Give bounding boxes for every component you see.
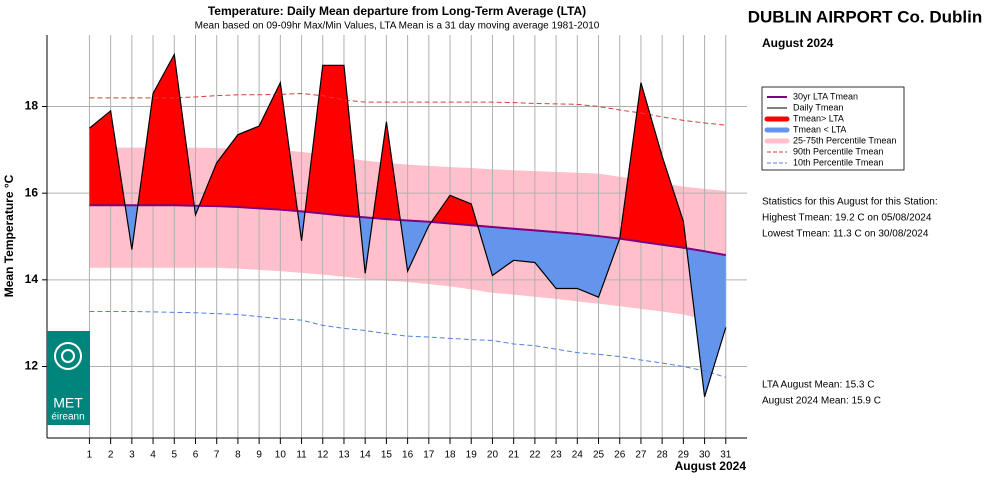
x-tick-label: 5 [171, 450, 177, 461]
x-tick-label: 16 [402, 450, 414, 461]
legend-label: 90th Percentile Tmean [793, 146, 883, 156]
x-tick-label: 20 [487, 450, 499, 461]
x-tick-label: 22 [529, 450, 541, 461]
stats-line: Highest Tmean: 19.2 C on 05/08/2024 [762, 213, 932, 224]
logo-bg [47, 331, 90, 425]
y-axis-label: Mean Temperature °C [2, 174, 16, 297]
legend-label: 30yr LTA Tmean [793, 91, 858, 101]
logo-icon [61, 349, 75, 363]
percentile-line [89, 310, 726, 378]
x-tick-label: 28 [657, 450, 669, 461]
x-tick-label: 9 [256, 450, 262, 461]
x-tick-label: 6 [193, 450, 199, 461]
x-tick-label: 26 [614, 450, 626, 461]
x-tick-label: 14 [360, 450, 372, 461]
x-tick-label: 27 [635, 450, 647, 461]
y-tick-label: 12 [25, 359, 39, 373]
legend-label: 10th Percentile Tmean [793, 157, 883, 167]
stats-heading: Statistics for this August for this Stat… [762, 197, 938, 208]
logo: MET éireann [47, 331, 90, 425]
x-tick-label: 2 [108, 450, 114, 461]
x-axis-label: August 2024 [675, 459, 747, 473]
x-tick-label: 30 [699, 450, 711, 461]
x-tick-label: 24 [572, 450, 584, 461]
y-tick-label: 18 [25, 99, 39, 113]
x-tick-label: 12 [317, 450, 329, 461]
y-tick-label: 14 [25, 272, 39, 286]
x-tick-label: 19 [466, 450, 478, 461]
stats-line: Lowest Tmean: 11.3 C on 30/08/2024 [762, 229, 929, 240]
stats-footer: August 2024 Mean: 15.9 C [762, 396, 881, 407]
x-tick-label: 15 [381, 450, 393, 461]
logo-text: MET [53, 395, 83, 411]
y-tick-label: 16 [25, 185, 39, 199]
x-tick-label: 23 [551, 450, 563, 461]
legend-label: Tmean < LTA [793, 124, 846, 134]
x-tick-label: 17 [423, 450, 435, 461]
stats-footer: LTA August Mean: 15.3 C [762, 380, 874, 391]
area-below [89, 205, 726, 397]
legend-label: Tmean> LTA [793, 113, 844, 123]
daily-line [89, 52, 727, 398]
x-tick-label: 3 [129, 450, 135, 461]
x-tick-label: 25 [593, 450, 605, 461]
x-tick-label: 10 [275, 450, 287, 461]
x-tick-label: 18 [444, 450, 456, 461]
x-tick-label: 1 [87, 450, 93, 461]
x-tick-label: 29 [678, 450, 690, 461]
legend-label: 25-75th Percentile Tmean [793, 135, 896, 145]
legend-label: Daily Tmean [793, 102, 843, 112]
chart-subtitle: Mean based on 09-09hr Max/Min Values, LT… [195, 21, 600, 32]
logo-icon [54, 342, 82, 370]
x-tick-label: 31 [720, 450, 732, 461]
percentile-line [89, 92, 726, 126]
chart-title: Temperature: Daily Mean departure from L… [208, 4, 586, 18]
x-tick-label: 11 [296, 450, 307, 461]
x-tick-label: 4 [150, 450, 156, 461]
x-tick-label: 13 [338, 450, 350, 461]
x-tick-label: 8 [235, 450, 241, 461]
x-tick-label: 21 [508, 450, 520, 461]
station-title: DUBLIN AIRPORT Co. Dublin [748, 7, 983, 26]
period: August 2024 [762, 36, 834, 50]
x-tick-label: 7 [214, 450, 220, 461]
logo-text: éireann [51, 412, 84, 423]
